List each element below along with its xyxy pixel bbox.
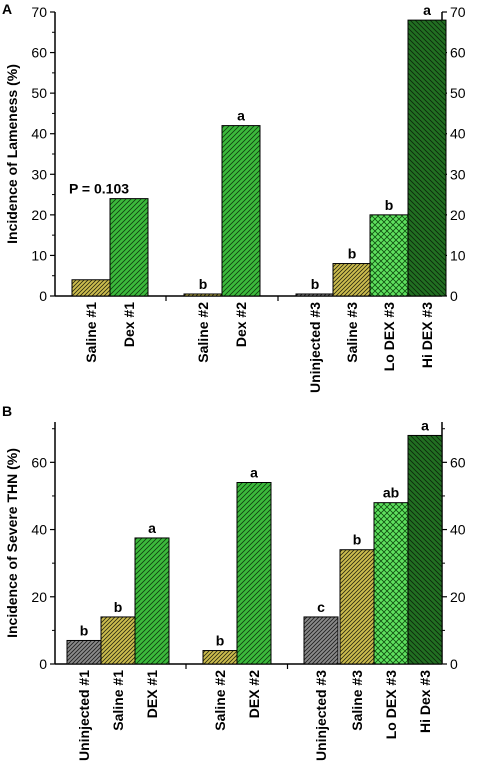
y-tick-label-right: 0 xyxy=(450,288,458,304)
panel-letter: A xyxy=(2,1,12,17)
category-label: Saline #1 xyxy=(83,302,99,363)
category-label: DEX #2 xyxy=(246,670,262,718)
bar-significance-label: ab xyxy=(383,485,399,501)
y-tick-label-left: 20 xyxy=(31,207,47,223)
bar xyxy=(236,482,272,665)
bar-significance-label: b xyxy=(311,276,320,292)
bar xyxy=(407,19,447,297)
bar-significance-label: b xyxy=(199,276,208,292)
bar-significance-label: a xyxy=(148,520,156,536)
bar xyxy=(100,616,136,665)
category-label: Saline #2 xyxy=(195,302,211,363)
y-tick-label-left: 20 xyxy=(31,589,47,605)
y-tick-label-left: 70 xyxy=(31,4,47,20)
bar xyxy=(202,650,238,665)
bar xyxy=(295,293,335,297)
bar-significance-label: b xyxy=(353,532,362,548)
y-tick-label-left: 40 xyxy=(31,522,47,538)
y-tick-label-right: 0 xyxy=(450,656,458,672)
bar xyxy=(339,549,375,665)
bar-significance-label: b xyxy=(216,633,225,649)
bar xyxy=(407,434,443,665)
y-tick-label-left: 50 xyxy=(31,85,47,101)
bar-significance-label: b xyxy=(114,599,123,615)
y-tick-label-right: 40 xyxy=(450,126,466,142)
category-label: Hi Dex #3 xyxy=(417,670,433,733)
y-tick-label-right: 70 xyxy=(450,4,466,20)
category-label: Hi DEX #3 xyxy=(419,302,435,368)
y-axis-title: Incidence of Lameness (%) xyxy=(4,64,20,244)
panel-a: A 0 0 10 10 20 20 30 30 40 40 50 50 60 60 70 70 Incidence… xyxy=(2,1,466,393)
y-tick-label-right: 60 xyxy=(450,454,466,470)
bar-significance-label: b xyxy=(385,197,394,213)
category-label: Saline #3 xyxy=(349,670,365,731)
y-tick-label-left: 0 xyxy=(39,656,47,672)
category-label: Dex #2 xyxy=(233,302,249,347)
category-label: Lo DEX #3 xyxy=(383,670,399,739)
bar xyxy=(183,293,223,297)
category-label: Uninjected #1 xyxy=(76,670,92,761)
bar-significance-label: b xyxy=(80,622,89,638)
y-tick-label-left: 0 xyxy=(39,288,47,304)
y-tick-label-left: 10 xyxy=(31,247,47,263)
category-label: Dex #1 xyxy=(121,302,137,347)
y-tick-label-right: 20 xyxy=(450,589,466,605)
y-tick-label-right: 10 xyxy=(450,247,466,263)
y-tick-label-left: 60 xyxy=(31,454,47,470)
bar xyxy=(369,214,409,297)
y-tick-label-left: 40 xyxy=(31,126,47,142)
category-label: Saline #2 xyxy=(212,670,228,731)
category-label: DEX #1 xyxy=(144,670,160,718)
category-label: Uninjected #3 xyxy=(307,302,323,393)
y-tick-label-right: 50 xyxy=(450,85,466,101)
bar-significance-label: a xyxy=(421,417,429,433)
category-label: Uninjected #3 xyxy=(313,670,329,761)
bar-significance-label: a xyxy=(250,465,258,481)
panel-letter: B xyxy=(2,403,12,419)
y-tick-label-right: 60 xyxy=(450,45,466,61)
y-tick-label-right: 40 xyxy=(450,522,466,538)
bar xyxy=(303,616,339,665)
y-tick-label-right: 20 xyxy=(450,207,466,223)
bar xyxy=(71,279,111,297)
bar xyxy=(373,502,409,665)
bar xyxy=(134,537,170,665)
category-label: Saline #3 xyxy=(344,302,360,363)
bar xyxy=(66,639,102,665)
bar xyxy=(109,198,149,297)
y-tick-label-left: 30 xyxy=(31,166,47,182)
category-label: Lo DEX #3 xyxy=(381,302,397,371)
bar-significance-label: P = 0.103 xyxy=(69,181,129,197)
y-tick-label-left: 60 xyxy=(31,45,47,61)
bar-significance-label: b xyxy=(348,246,357,262)
bar-significance-label: c xyxy=(317,599,325,615)
y-axis-title: Incidence of Severe THN (%) xyxy=(4,448,20,638)
bar xyxy=(332,263,372,297)
bar-significance-label: a xyxy=(423,2,431,18)
panel-b: B 0 0 20 20 40 40 60 60 Incidence of Severe THN (… xyxy=(2,403,466,761)
bar-significance-label: a xyxy=(237,108,245,124)
bar xyxy=(221,125,261,297)
category-label: Saline #1 xyxy=(110,670,126,731)
y-tick-label-right: 30 xyxy=(450,166,466,182)
